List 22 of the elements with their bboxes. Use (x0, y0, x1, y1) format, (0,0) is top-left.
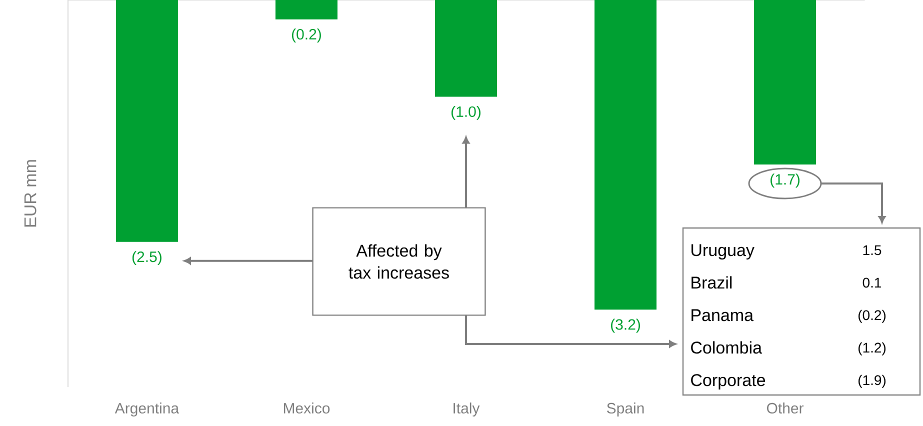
annotation: Affected by tax increases (348, 244, 449, 279)
annotation: (0.2) (858, 310, 886, 323)
annotation: Corporate (691, 374, 766, 390)
y-axis-title: EUR mm (24, 160, 36, 227)
annotation: 1.5 (863, 245, 882, 256)
annotation: (1.2) (858, 342, 886, 356)
annotation: Brazil (692, 276, 732, 289)
annotation: Panama (692, 309, 754, 322)
data-label: (2.5) (132, 251, 162, 266)
data-label: (1.7) (770, 174, 800, 188)
annotation: Uruguay (692, 244, 754, 260)
data-label: (3.2) (611, 318, 640, 333)
x-tick-label: Spain (607, 402, 644, 417)
annotation: 0.1 (862, 278, 882, 288)
x-tick-label: Mexico (284, 402, 330, 414)
x-tick-label: Argentina (114, 402, 180, 417)
data-label: (0.2) (292, 28, 321, 43)
annotation: (1.9) (858, 374, 886, 388)
annotation: Colombia (691, 341, 762, 354)
data-label: (1.0) (452, 106, 480, 120)
x-tick-label: Italy (454, 402, 480, 417)
x-tick-label: Other (766, 402, 804, 414)
